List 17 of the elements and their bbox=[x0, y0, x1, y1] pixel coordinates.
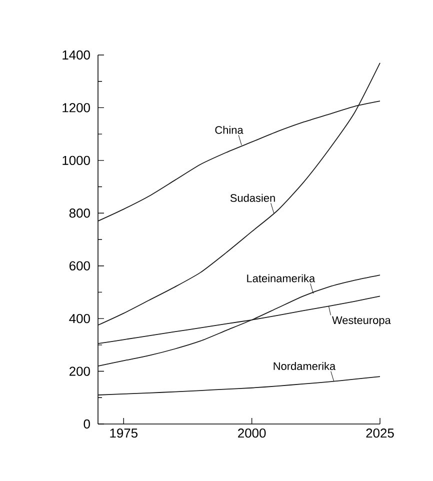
y-tick-label: 1400 bbox=[62, 50, 90, 60]
y-tick-label: 200 bbox=[70, 366, 90, 376]
annotation: China bbox=[215, 126, 244, 134]
annotation: Nordamerika bbox=[274, 362, 336, 370]
y-tick-label: 1000 bbox=[62, 156, 90, 166]
x-tick-label: 1975 bbox=[110, 428, 138, 438]
y-tick-label: 800 bbox=[69, 208, 90, 218]
annotation: Westeuropa bbox=[332, 316, 391, 326]
y-tick-label: 1200 bbox=[62, 103, 90, 112]
y-tick-label: 600 bbox=[70, 261, 90, 270]
annotation: Lateinamerika bbox=[247, 274, 316, 282]
annotation: Sudasien bbox=[230, 194, 275, 202]
line-series bbox=[98, 376, 380, 396]
x-tick-label: 2025 bbox=[366, 428, 394, 438]
x-tick-label: 2000 bbox=[238, 428, 266, 438]
y-tick-label: 0 bbox=[84, 419, 90, 429]
y-tick-label: 400 bbox=[69, 314, 90, 324]
